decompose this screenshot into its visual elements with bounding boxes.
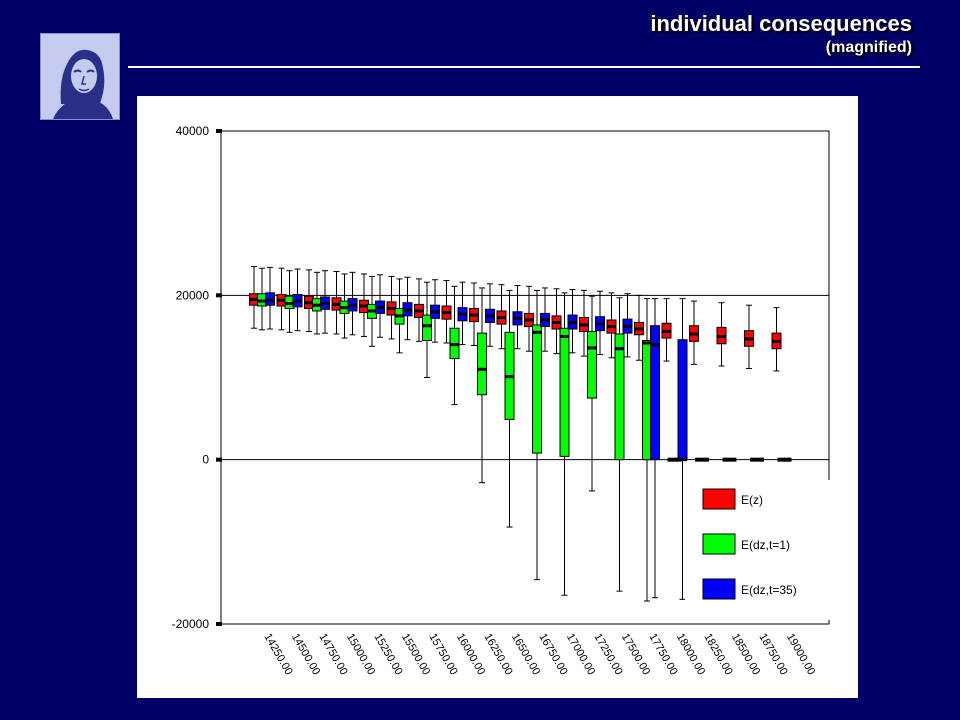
slide-title: individual consequences [650,11,912,36]
median-mark [348,303,357,307]
box-1 [587,330,597,399]
legend-label: E(dz,t=35) [741,583,797,597]
median-mark [414,309,424,313]
median-mark [505,375,514,379]
box-1 [532,324,542,454]
x-axis: 14250.0014500.0014750.0015000.0015250.00… [261,632,817,678]
y-tick-mark [216,293,222,298]
box-2 [677,339,688,461]
median-mark [615,347,624,351]
median-mark [285,302,294,306]
median-mark [375,306,385,310]
median-mark [560,334,569,338]
university-logo [40,33,120,120]
box-1 [422,314,432,342]
y-tick-label: 20000 [176,288,210,302]
legend-swatch [702,488,736,510]
median-mark [265,298,275,302]
median-mark [430,310,440,314]
median-mark [359,304,369,308]
median-mark [249,297,259,301]
median-mark [293,299,302,303]
median-mark [277,298,286,302]
y-tick-mark [216,457,222,462]
median-mark [422,324,432,328]
median-mark [587,346,597,350]
zero-marker [695,457,709,462]
median-mark [257,299,267,303]
median-mark [689,332,699,336]
median-mark [607,325,616,329]
y-axis: 40000 20000 0 -20000 [172,124,222,631]
median-mark [524,318,534,322]
median-mark [469,313,479,317]
box-1 [477,332,487,396]
legend-label: E(z) [741,493,763,507]
median-mark [650,343,660,347]
median-mark [458,312,467,316]
goethe-portrait-icon [41,34,119,119]
zero-marker [777,457,792,462]
median-mark [485,314,495,318]
median-mark [579,323,589,327]
median-mark [320,302,330,306]
median-mark [477,367,487,371]
median-mark [403,308,412,312]
median-mark [678,458,687,462]
median-mark [642,341,652,345]
legend-label: E(dz,t=1) [741,538,790,552]
median-mark [772,339,781,343]
median-mark [634,327,644,331]
y-tick-label: 0 [202,453,209,467]
median-mark [312,303,322,307]
box-1 [614,333,625,461]
slide-title-block: individual consequences (magnified) [650,10,912,58]
median-mark [304,301,314,305]
y-tick-mark [216,622,222,626]
median-mark [662,329,671,333]
zero-marker [667,457,682,462]
y-tick-mark [216,129,222,133]
median-mark [340,306,349,310]
zero-marker [750,457,764,462]
median-mark [497,316,506,320]
box-2 [650,325,660,461]
legend: E(z) E(dz,t=1) E(dz,t=35) [685,480,835,620]
boxplot-chart: 40000 20000 0 -20000 14250.0014500.0014750.… [172,124,835,678]
zero-marker [722,457,737,462]
median-mark [623,325,632,329]
median-mark [395,314,404,318]
legend-swatch [702,533,736,555]
median-mark [332,302,341,306]
legend-swatch [702,578,736,600]
median-mark [568,320,577,324]
box-series [249,266,792,602]
y-tick-label: 40000 [176,124,210,138]
box-1 [559,327,570,457]
median-mark [387,306,396,310]
y-tick-label: -20000 [172,617,210,631]
median-mark [442,311,451,315]
median-mark [717,334,726,338]
slide-subtitle: (magnified) [825,39,912,56]
title-divider [128,66,920,68]
chart-panel: 40000 20000 0 -20000 14250.00 14500.00 14750.… [137,96,858,698]
median-mark [540,318,550,322]
median-mark [367,309,377,313]
median-mark [595,322,605,326]
median-mark [450,343,459,347]
median-mark [552,320,561,324]
median-mark [744,337,754,341]
median-mark [532,330,542,334]
median-mark [513,316,522,320]
